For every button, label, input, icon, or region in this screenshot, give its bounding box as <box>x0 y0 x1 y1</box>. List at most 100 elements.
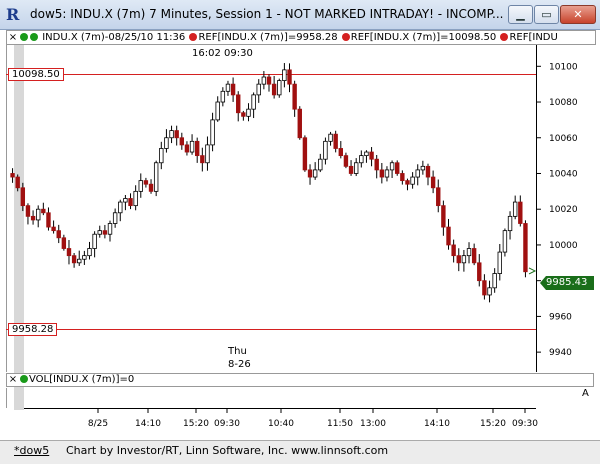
candle[interactable] <box>225 80 231 96</box>
minimize-button[interactable]: ▁ <box>508 5 533 24</box>
candle[interactable] <box>461 249 467 272</box>
candle[interactable] <box>400 170 405 185</box>
candle[interactable] <box>507 211 513 240</box>
candle[interactable] <box>497 243 502 281</box>
candle[interactable] <box>297 106 302 140</box>
candle[interactable] <box>251 92 256 119</box>
candle[interactable] <box>56 224 61 244</box>
candle[interactable] <box>307 164 313 185</box>
candle[interactable] <box>369 147 374 167</box>
time-axis[interactable] <box>24 408 536 438</box>
candle[interactable] <box>523 220 528 278</box>
candle[interactable] <box>410 172 415 189</box>
candle[interactable] <box>471 243 477 266</box>
candle[interactable] <box>271 75 277 99</box>
candle[interactable] <box>169 125 174 144</box>
candle[interactable] <box>343 152 349 169</box>
candle[interactable] <box>107 220 113 242</box>
candle[interactable] <box>359 150 364 168</box>
candle[interactable] <box>77 250 82 266</box>
candle[interactable] <box>451 239 456 263</box>
candle[interactable] <box>20 182 26 212</box>
left-scroll-strip[interactable] <box>14 45 24 410</box>
candle[interactable] <box>518 195 523 227</box>
legend-close-icon[interactable]: × <box>8 32 18 43</box>
candle[interactable] <box>277 78 282 98</box>
candle[interactable] <box>312 162 318 180</box>
candle[interactable] <box>374 154 379 179</box>
candle[interactable] <box>436 179 441 213</box>
ref-third-legend[interactable]: REF[INDU <box>509 32 558 43</box>
candle[interactable] <box>194 137 200 163</box>
candle[interactable] <box>415 164 420 186</box>
candle[interactable] <box>97 225 102 238</box>
candle[interactable] <box>379 163 385 184</box>
candle[interactable] <box>148 179 154 194</box>
chart-tab[interactable]: *dow5 <box>14 444 50 457</box>
candle[interactable] <box>441 200 446 236</box>
candle[interactable] <box>128 193 133 210</box>
candle[interactable] <box>189 134 195 155</box>
candle[interactable] <box>389 160 395 178</box>
candle[interactable] <box>10 168 15 183</box>
candle[interactable] <box>112 208 118 228</box>
candle[interactable] <box>261 71 267 90</box>
candle[interactable] <box>348 160 354 176</box>
candle[interactable] <box>46 207 51 231</box>
candle[interactable] <box>456 248 461 272</box>
candle[interactable] <box>405 178 410 191</box>
ref-line-high[interactable] <box>6 74 536 75</box>
candle[interactable] <box>25 203 31 225</box>
candle[interactable] <box>323 137 328 165</box>
ref-dot-icon[interactable] <box>189 33 198 41</box>
candle[interactable] <box>215 96 220 122</box>
candle[interactable] <box>318 153 323 173</box>
ref-line-low[interactable] <box>6 329 536 330</box>
candle[interactable] <box>138 173 143 198</box>
candle[interactable] <box>328 131 333 146</box>
candle[interactable] <box>87 241 92 260</box>
candle[interactable] <box>36 205 41 228</box>
price-axis[interactable] <box>536 45 594 372</box>
candle[interactable] <box>364 150 369 163</box>
candle[interactable] <box>71 253 77 268</box>
candle[interactable] <box>123 195 128 211</box>
candle[interactable] <box>82 250 87 265</box>
candle[interactable] <box>282 63 287 88</box>
candle[interactable] <box>477 254 482 287</box>
candle[interactable] <box>302 135 308 172</box>
candle[interactable] <box>287 63 292 93</box>
candle[interactable] <box>41 202 46 216</box>
candle[interactable] <box>446 218 451 250</box>
candle[interactable] <box>266 74 272 92</box>
candle[interactable] <box>353 158 359 177</box>
candle[interactable] <box>241 110 246 121</box>
candle[interactable] <box>338 141 344 159</box>
candle[interactable] <box>492 268 497 293</box>
candle[interactable] <box>512 195 518 220</box>
candle[interactable] <box>153 160 159 197</box>
candle[interactable] <box>205 136 210 171</box>
series-dot-icon[interactable] <box>30 33 38 41</box>
candle[interactable] <box>184 141 190 156</box>
candle[interactable] <box>230 77 236 102</box>
candle[interactable] <box>174 125 179 146</box>
maximize-button[interactable]: ▭ <box>534 5 559 24</box>
candle[interactable] <box>220 87 226 107</box>
candle[interactable] <box>430 170 436 194</box>
candle[interactable] <box>425 163 431 186</box>
candle[interactable] <box>384 166 390 182</box>
volume-pane[interactable] <box>6 388 594 408</box>
price-chart-area[interactable] <box>6 45 536 372</box>
candle[interactable] <box>466 242 472 264</box>
series-label[interactable]: INDU.X (7m)-08/25/10 11:36 <box>42 32 186 43</box>
candle[interactable] <box>487 280 492 303</box>
volume-dot-icon[interactable] <box>20 375 28 383</box>
ref-dot-icon[interactable] <box>500 33 509 41</box>
candle[interactable] <box>210 112 215 152</box>
ref-dot-icon[interactable] <box>341 33 350 41</box>
candle[interactable] <box>200 147 205 172</box>
candle[interactable] <box>133 185 138 211</box>
volume-close-icon[interactable]: × <box>8 374 18 385</box>
